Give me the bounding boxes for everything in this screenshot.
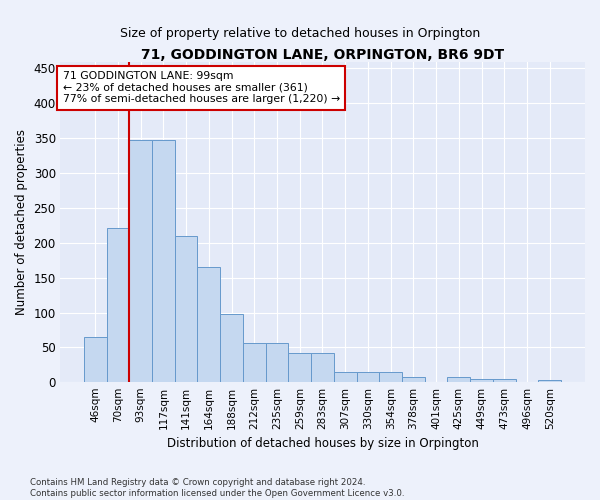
Bar (356, 372, 379, 382)
Bar (220, 314, 243, 382)
Bar (311, 353, 334, 382)
Bar (538, 380, 561, 382)
Bar (289, 353, 311, 382)
Bar (129, 140, 152, 382)
Bar (402, 377, 425, 382)
Text: Contains HM Land Registry data © Crown copyright and database right 2024.
Contai: Contains HM Land Registry data © Crown c… (30, 478, 404, 498)
Y-axis label: Number of detached properties: Number of detached properties (15, 129, 28, 315)
Bar (107, 228, 129, 382)
Bar (243, 342, 266, 382)
Bar (493, 379, 515, 382)
Bar (266, 342, 289, 382)
Bar (334, 372, 356, 382)
Text: Size of property relative to detached houses in Orpington: Size of property relative to detached ho… (120, 28, 480, 40)
X-axis label: Distribution of detached houses by size in Orpington: Distribution of detached houses by size … (167, 437, 478, 450)
Bar (379, 372, 402, 382)
Bar (448, 378, 470, 382)
Text: 71 GODDINGTON LANE: 99sqm
← 23% of detached houses are smaller (361)
77% of semi: 71 GODDINGTON LANE: 99sqm ← 23% of detac… (62, 71, 340, 104)
Bar (152, 140, 175, 382)
Bar (197, 268, 220, 382)
Title: 71, GODDINGTON LANE, ORPINGTON, BR6 9DT: 71, GODDINGTON LANE, ORPINGTON, BR6 9DT (141, 48, 504, 62)
Bar (84, 337, 107, 382)
Bar (470, 379, 493, 382)
Bar (175, 236, 197, 382)
